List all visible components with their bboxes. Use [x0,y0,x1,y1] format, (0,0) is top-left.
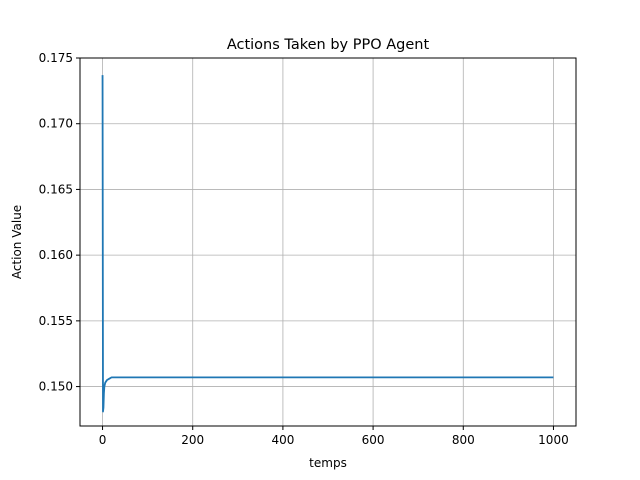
y-tick-label: 0.170 [39,117,73,131]
ticks: 0 200 400 600 800 1000 0.150 0.155 0.160 0.165 0.1… [39,51,569,447]
x-tick-label: 0 [99,433,107,447]
x-tick-label: 600 [362,433,385,447]
series-line [101,75,554,413]
y-axis-label: Action Value [10,205,24,279]
x-tick-label: 800 [452,433,475,447]
x-tick-label: 200 [181,433,204,447]
y-tick-label: 0.150 [39,380,73,394]
series-layer [101,75,554,413]
x-axis-label: temps [309,456,347,470]
x-tick-label: 400 [271,433,294,447]
y-tick-label: 0.155 [39,314,73,328]
chart-title: Actions Taken by PPO Agent [227,37,430,53]
x-tick-label: 1000 [538,433,569,447]
grid [80,57,576,426]
y-tick-label: 0.160 [39,248,73,262]
y-tick-label: 0.165 [39,182,73,196]
axes-frame [79,57,577,427]
y-tick-label: 0.175 [39,51,73,65]
